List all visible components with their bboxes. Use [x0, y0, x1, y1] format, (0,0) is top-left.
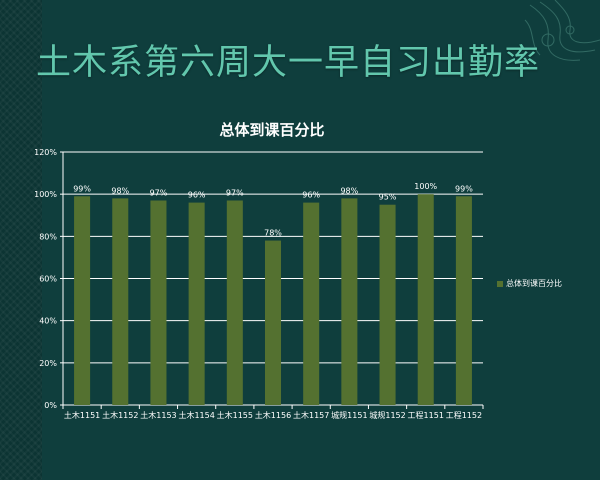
data-label: 98%	[340, 186, 358, 195]
bar	[112, 198, 129, 405]
bar	[455, 196, 472, 405]
ornament-decoration	[524, 0, 600, 61]
left-pattern-band	[0, 0, 42, 480]
y-tick-label: 120%	[34, 148, 57, 157]
legend-swatch	[497, 280, 503, 287]
chart-legend: 总体到课百分比	[497, 278, 562, 289]
bar	[188, 202, 205, 405]
x-tick-label: 土木1151	[64, 410, 100, 420]
data-label: 99%	[73, 184, 91, 193]
y-tick-label: 0%	[44, 401, 57, 410]
y-tick-label: 40%	[39, 317, 57, 326]
bar	[150, 200, 167, 405]
x-tick-label: 土木1152	[102, 410, 138, 420]
slide-title: 土木系第六周大一早自习出勤率	[36, 43, 541, 83]
bar	[74, 196, 91, 405]
y-tick-label: 100%	[34, 190, 57, 199]
bar	[226, 200, 243, 405]
x-tick-label: 土木1153	[140, 410, 176, 420]
y-tick-label: 80%	[39, 232, 57, 241]
x-tick-label: 土木1155	[217, 410, 253, 420]
x-tick-label: 土木1157	[293, 410, 329, 420]
x-tick-label: 工程1151	[408, 411, 444, 420]
x-tick-label: 城规1152	[369, 410, 405, 420]
data-label: 98%	[111, 186, 129, 195]
x-tick-label: 土木1154	[178, 410, 214, 420]
x-tick-label: 土木1156	[255, 410, 291, 420]
chart-title: 总体到课百分比	[219, 121, 325, 139]
y-tick-label: 60%	[39, 275, 57, 284]
data-label: 96%	[302, 191, 320, 200]
data-label: 96%	[188, 191, 206, 200]
bar	[264, 240, 282, 405]
bar	[379, 204, 396, 405]
bar	[303, 202, 320, 405]
data-label: 99%	[455, 184, 473, 193]
bar	[341, 198, 358, 405]
data-label: 95%	[379, 193, 397, 202]
data-label: 97%	[226, 188, 244, 197]
data-label: 97%	[150, 188, 168, 197]
data-label: 100%	[414, 182, 437, 191]
x-tick-label: 工程1152	[446, 411, 482, 420]
legend-label: 总体到课百分比	[506, 279, 562, 288]
bar	[417, 194, 434, 405]
data-label: 78%	[264, 229, 282, 238]
y-tick-label: 20%	[39, 359, 57, 368]
x-tick-label: 城规1151	[331, 410, 367, 420]
